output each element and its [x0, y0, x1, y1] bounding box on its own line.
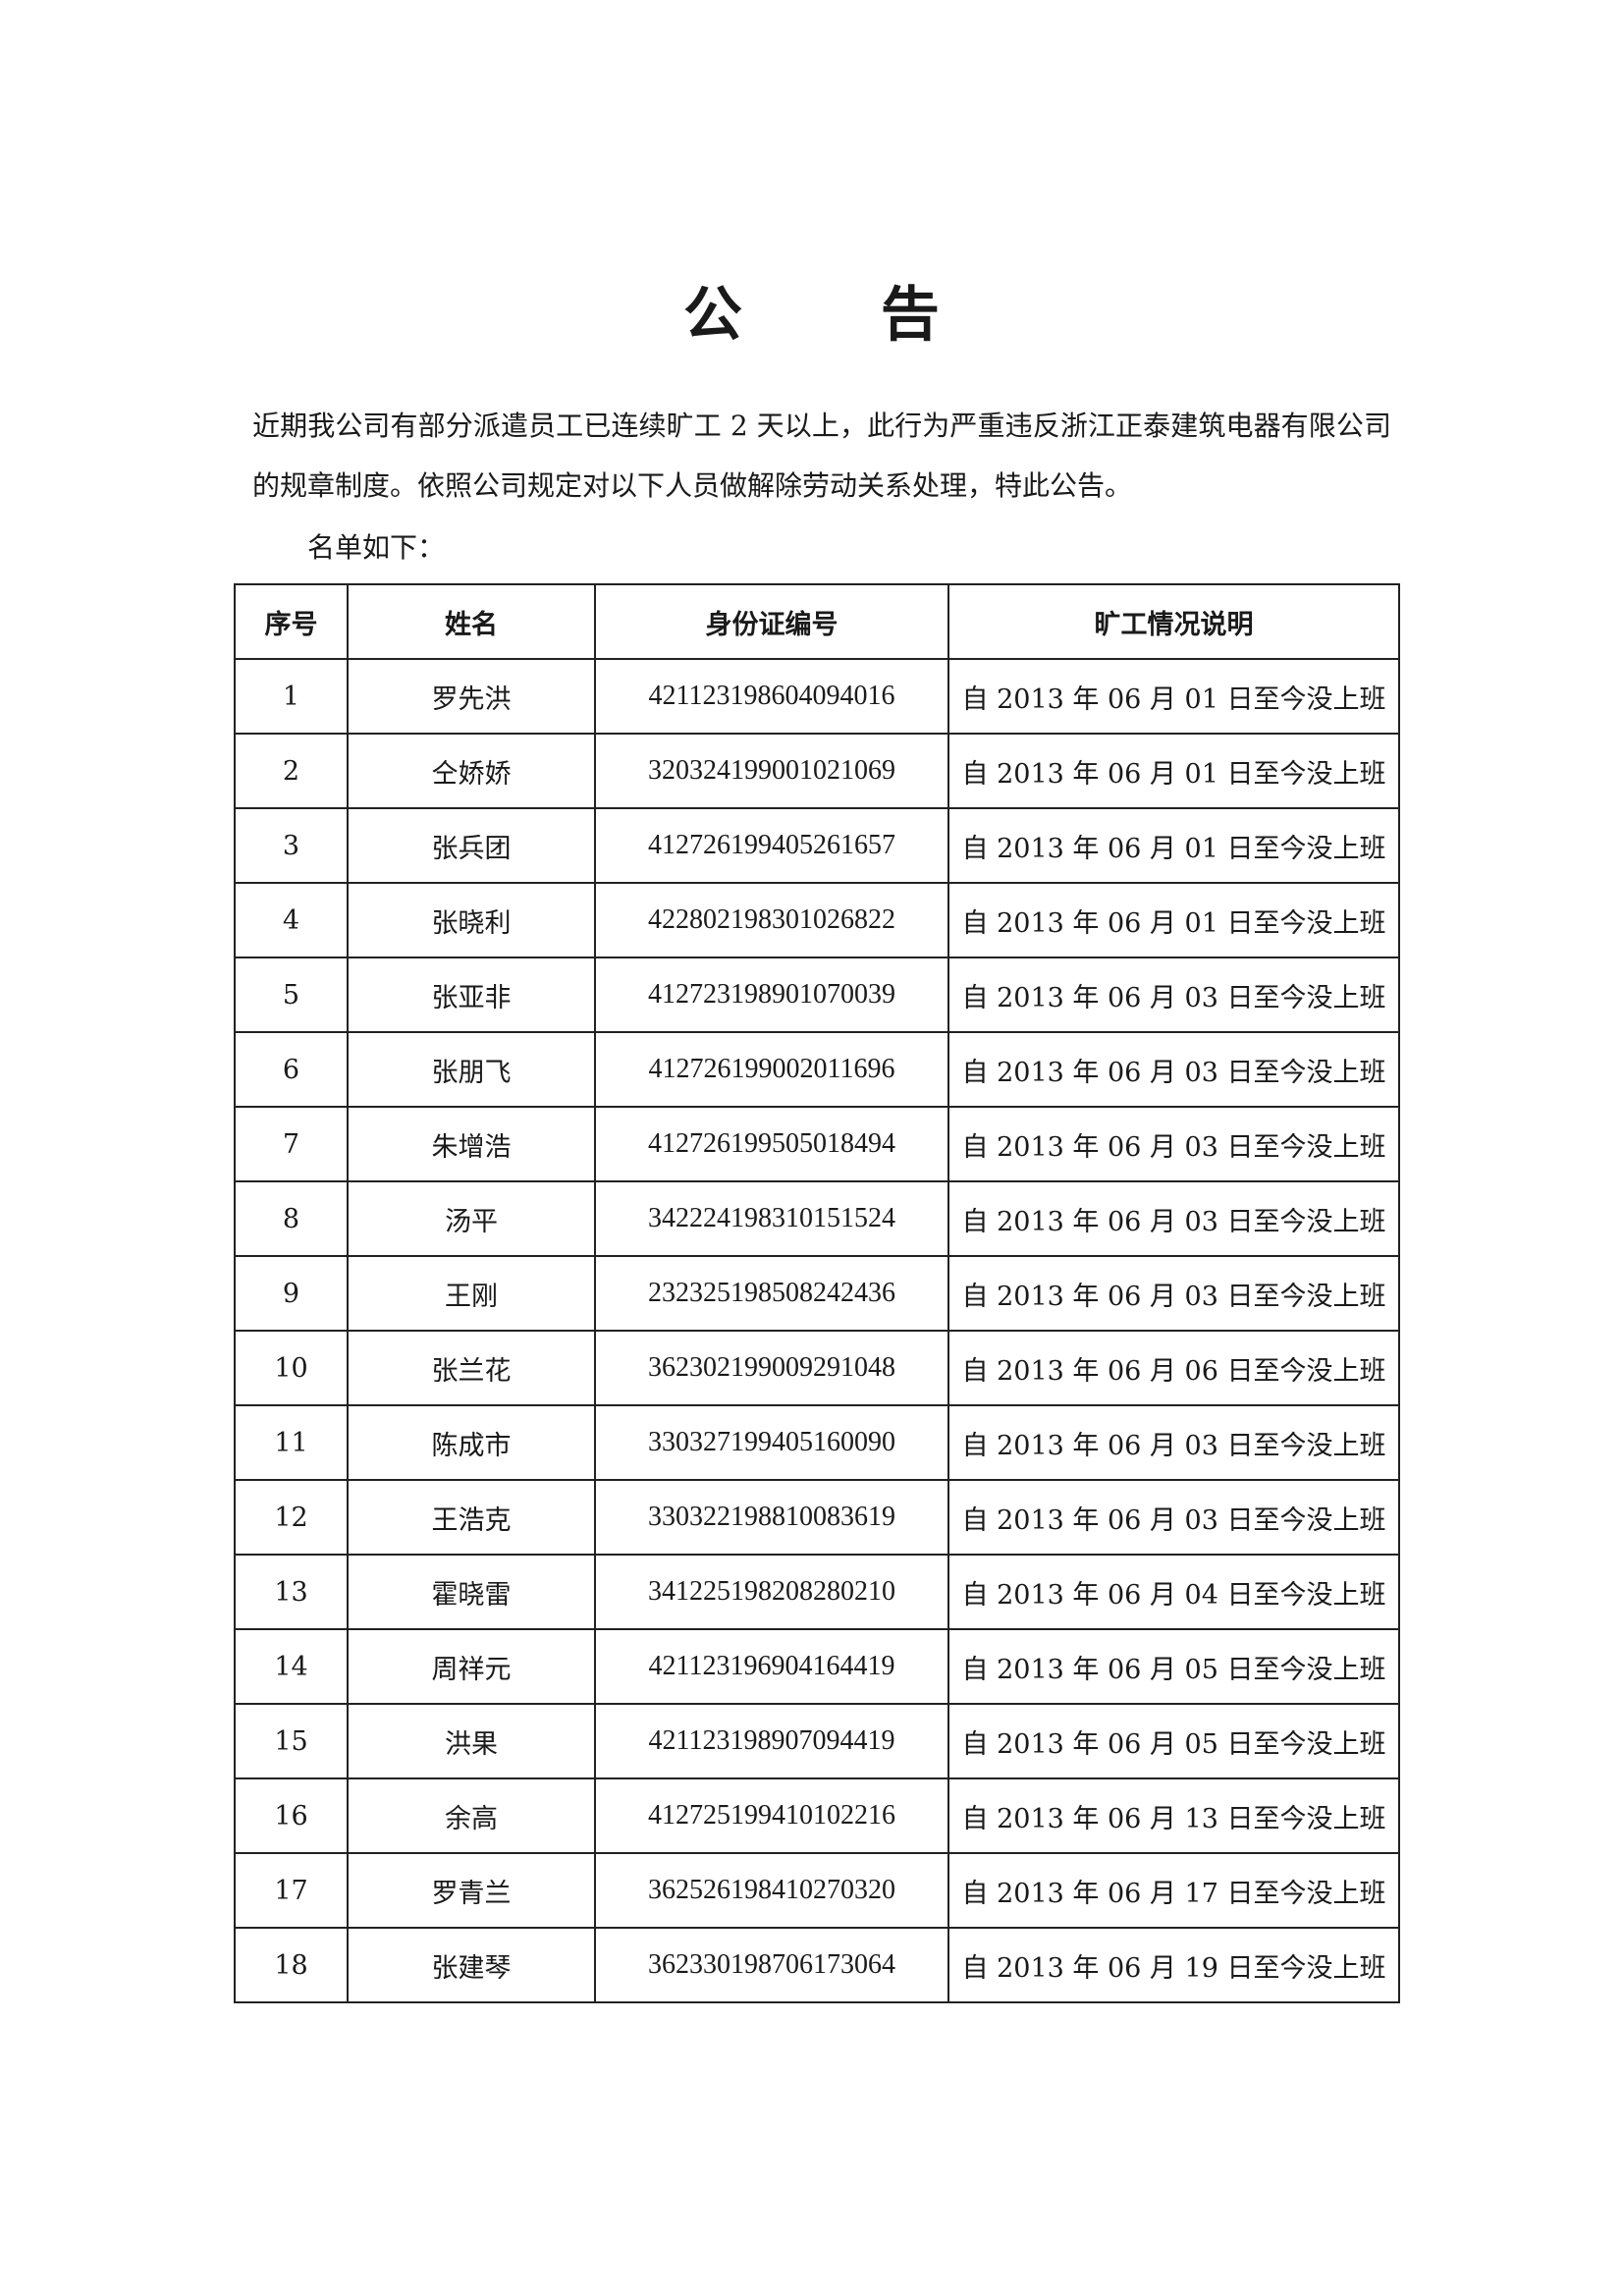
cell-id-number: 232325198508242436 — [594, 1255, 949, 1332]
header-name: 姓名 — [347, 583, 596, 660]
cell-id-number: 362302199009291048 — [594, 1330, 949, 1406]
cell-absence-note: 自 2013 年 06 月 01 日至今没上班 — [947, 807, 1400, 884]
table-row: 3 张兵团 412726199405261657 自 2013 年 06 月 01 日… — [234, 807, 1400, 884]
table-header-row: 序号 姓名 身份证编号 旷工情况说明 — [234, 583, 1400, 660]
header-absence-note: 旷工情况说明 — [947, 583, 1400, 660]
cell-absence-note: 自 2013 年 06 月 03 日至今没上班 — [947, 1106, 1400, 1182]
cell-id-number: 412723198901070039 — [594, 957, 949, 1033]
cell-name: 张建琴 — [347, 1927, 596, 2003]
cell-id-number: 412726199405261657 — [594, 807, 949, 884]
cell-name: 张兰花 — [347, 1330, 596, 1406]
cell-index: 5 — [234, 957, 349, 1033]
notice-paragraph: 近期我公司有部分派遣员工已连续旷工 2 天以上，此行为严重违反浙江正泰建筑电器有… — [252, 410, 1391, 502]
cell-id-number: 421123196904164419 — [594, 1628, 949, 1705]
cell-absence-note: 自 2013 年 06 月 05 日至今没上班 — [947, 1628, 1400, 1705]
cell-id-number: 342224198310151524 — [594, 1180, 949, 1257]
cell-name: 张朋飞 — [347, 1031, 596, 1108]
cell-index: 9 — [234, 1255, 349, 1332]
cell-index: 14 — [234, 1628, 349, 1705]
cell-index: 2 — [234, 733, 349, 809]
cell-id-number: 421123198907094419 — [594, 1703, 949, 1779]
cell-name: 王浩克 — [347, 1479, 596, 1556]
cell-absence-note: 自 2013 年 06 月 03 日至今没上班 — [947, 1031, 1400, 1108]
cell-absence-note: 自 2013 年 06 月 01 日至今没上班 — [947, 658, 1400, 735]
cell-id-number: 412726199002011696 — [594, 1031, 949, 1108]
cell-name: 张兵团 — [347, 807, 596, 884]
table-row: 7 朱增浩 412726199505018494 自 2013 年 06 月 03 日… — [234, 1106, 1400, 1182]
cell-index: 16 — [234, 1777, 349, 1854]
cell-name: 罗先洪 — [347, 658, 596, 735]
cell-index: 3 — [234, 807, 349, 884]
cell-name: 余高 — [347, 1777, 596, 1854]
cell-index: 6 — [234, 1031, 349, 1108]
cell-index: 15 — [234, 1703, 349, 1779]
list-label: 名单如下： — [307, 531, 446, 564]
cell-id-number: 362330198706173064 — [594, 1927, 949, 2003]
table-row: 18 张建琴 362330198706173064 自 2013 年 06 月 19 … — [234, 1927, 1400, 2003]
cell-id-number: 412726199505018494 — [594, 1106, 949, 1182]
table-row: 11 陈成市 330327199405160090 自 2013 年 06 月 03 … — [234, 1404, 1400, 1481]
table-row: 13 霍晓雷 341225198208280210 自 2013 年 06 月 04 … — [234, 1554, 1400, 1630]
cell-absence-note: 自 2013 年 06 月 03 日至今没上班 — [947, 1479, 1400, 1556]
cell-name: 汤平 — [347, 1180, 596, 1257]
cell-id-number: 330327199405160090 — [594, 1404, 949, 1481]
table-row: 16 余高 412725199410102216 自 2013 年 06 月 13 日… — [234, 1777, 1400, 1854]
cell-absence-note: 自 2013 年 06 月 17 日至今没上班 — [947, 1852, 1400, 1929]
cell-name: 仝娇娇 — [347, 733, 596, 809]
cell-name: 王刚 — [347, 1255, 596, 1332]
cell-name: 霍晓雷 — [347, 1554, 596, 1630]
cell-id-number: 330322198810083619 — [594, 1479, 949, 1556]
cell-index: 10 — [234, 1330, 349, 1406]
cell-absence-note: 自 2013 年 06 月 03 日至今没上班 — [947, 957, 1400, 1033]
table-row: 6 张朋飞 412726199002011696 自 2013 年 06 月 03 日… — [234, 1031, 1400, 1108]
cell-index: 13 — [234, 1554, 349, 1630]
cell-absence-note: 自 2013 年 06 月 01 日至今没上班 — [947, 733, 1400, 809]
cell-index: 7 — [234, 1106, 349, 1182]
cell-absence-note: 自 2013 年 06 月 03 日至今没上班 — [947, 1180, 1400, 1257]
cell-id-number: 422802198301026822 — [594, 882, 949, 958]
cell-name: 周祥元 — [347, 1628, 596, 1705]
cell-name: 陈成市 — [347, 1404, 596, 1481]
cell-absence-note: 自 2013 年 06 月 04 日至今没上班 — [947, 1554, 1400, 1630]
table-row: 1 罗先洪 421123198604094016 自 2013 年 06 月 01 日… — [234, 658, 1400, 735]
cell-index: 1 — [234, 658, 349, 735]
cell-name: 张亚非 — [347, 957, 596, 1033]
cell-absence-note: 自 2013 年 06 月 06 日至今没上班 — [947, 1330, 1400, 1406]
table-row: 2 仝娇娇 320324199001021069 自 2013 年 06 月 01 日… — [234, 733, 1400, 809]
table-row: 5 张亚非 412723198901070039 自 2013 年 06 月 03 日… — [234, 957, 1400, 1033]
cell-absence-note: 自 2013 年 06 月 19 日至今没上班 — [947, 1927, 1400, 2003]
cell-index: 8 — [234, 1180, 349, 1257]
table-row: 4 张晓利 422802198301026822 自 2013 年 06 月 01 日… — [234, 882, 1400, 958]
table-row: 12 王浩克 330322198810083619 自 2013 年 06 月 03 … — [234, 1479, 1400, 1556]
table-row: 17 罗青兰 362526198410270320 自 2013 年 06 月 17 … — [234, 1852, 1400, 1929]
cell-index: 17 — [234, 1852, 349, 1929]
cell-index: 18 — [234, 1927, 349, 2003]
cell-id-number: 421123198604094016 — [594, 658, 949, 735]
cell-id-number: 320324199001021069 — [594, 733, 949, 809]
cell-name: 张晓利 — [347, 882, 596, 958]
table-row: 8 汤平 342224198310151524 自 2013 年 06 月 03 日至… — [234, 1180, 1400, 1257]
table-row: 9 王刚 232325198508242436 自 2013 年 06 月 03 日至… — [234, 1255, 1400, 1332]
cell-absence-note: 自 2013 年 06 月 03 日至今没上班 — [947, 1404, 1400, 1481]
cell-id-number: 341225198208280210 — [594, 1554, 949, 1630]
table-row: 14 周祥元 421123196904164419 自 2013 年 06 月 05 … — [234, 1628, 1400, 1705]
cell-absence-note: 自 2013 年 06 月 03 日至今没上班 — [947, 1255, 1400, 1332]
cell-index: 11 — [234, 1404, 349, 1481]
cell-id-number: 412725199410102216 — [594, 1777, 949, 1854]
cell-index: 12 — [234, 1479, 349, 1556]
cell-id-number: 362526198410270320 — [594, 1852, 949, 1929]
cell-index: 4 — [234, 882, 349, 958]
cell-absence-note: 自 2013 年 06 月 05 日至今没上班 — [947, 1703, 1400, 1779]
table-row: 15 洪果 421123198907094419 自 2013 年 06 月 05 日… — [234, 1703, 1400, 1779]
page-title: 公 告 — [683, 281, 999, 350]
cell-absence-note: 自 2013 年 06 月 01 日至今没上班 — [947, 882, 1400, 958]
dismissal-table: 序号 姓名 身份证编号 旷工情况说明 1 罗先洪 42112319860409401… — [234, 583, 1400, 2003]
cell-name: 洪果 — [347, 1703, 596, 1779]
header-id-number: 身份证编号 — [594, 583, 949, 660]
cell-absence-note: 自 2013 年 06 月 13 日至今没上班 — [947, 1777, 1400, 1854]
table-row: 10 张兰花 362302199009291048 自 2013 年 06 月 06 … — [234, 1330, 1400, 1406]
cell-name: 朱增浩 — [347, 1106, 596, 1182]
header-index: 序号 — [234, 583, 349, 660]
cell-name: 罗青兰 — [347, 1852, 596, 1929]
